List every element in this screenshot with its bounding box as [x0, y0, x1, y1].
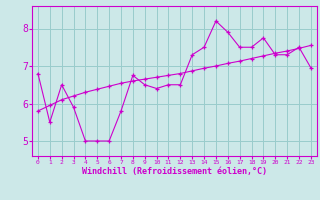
X-axis label: Windchill (Refroidissement éolien,°C): Windchill (Refroidissement éolien,°C): [82, 167, 267, 176]
